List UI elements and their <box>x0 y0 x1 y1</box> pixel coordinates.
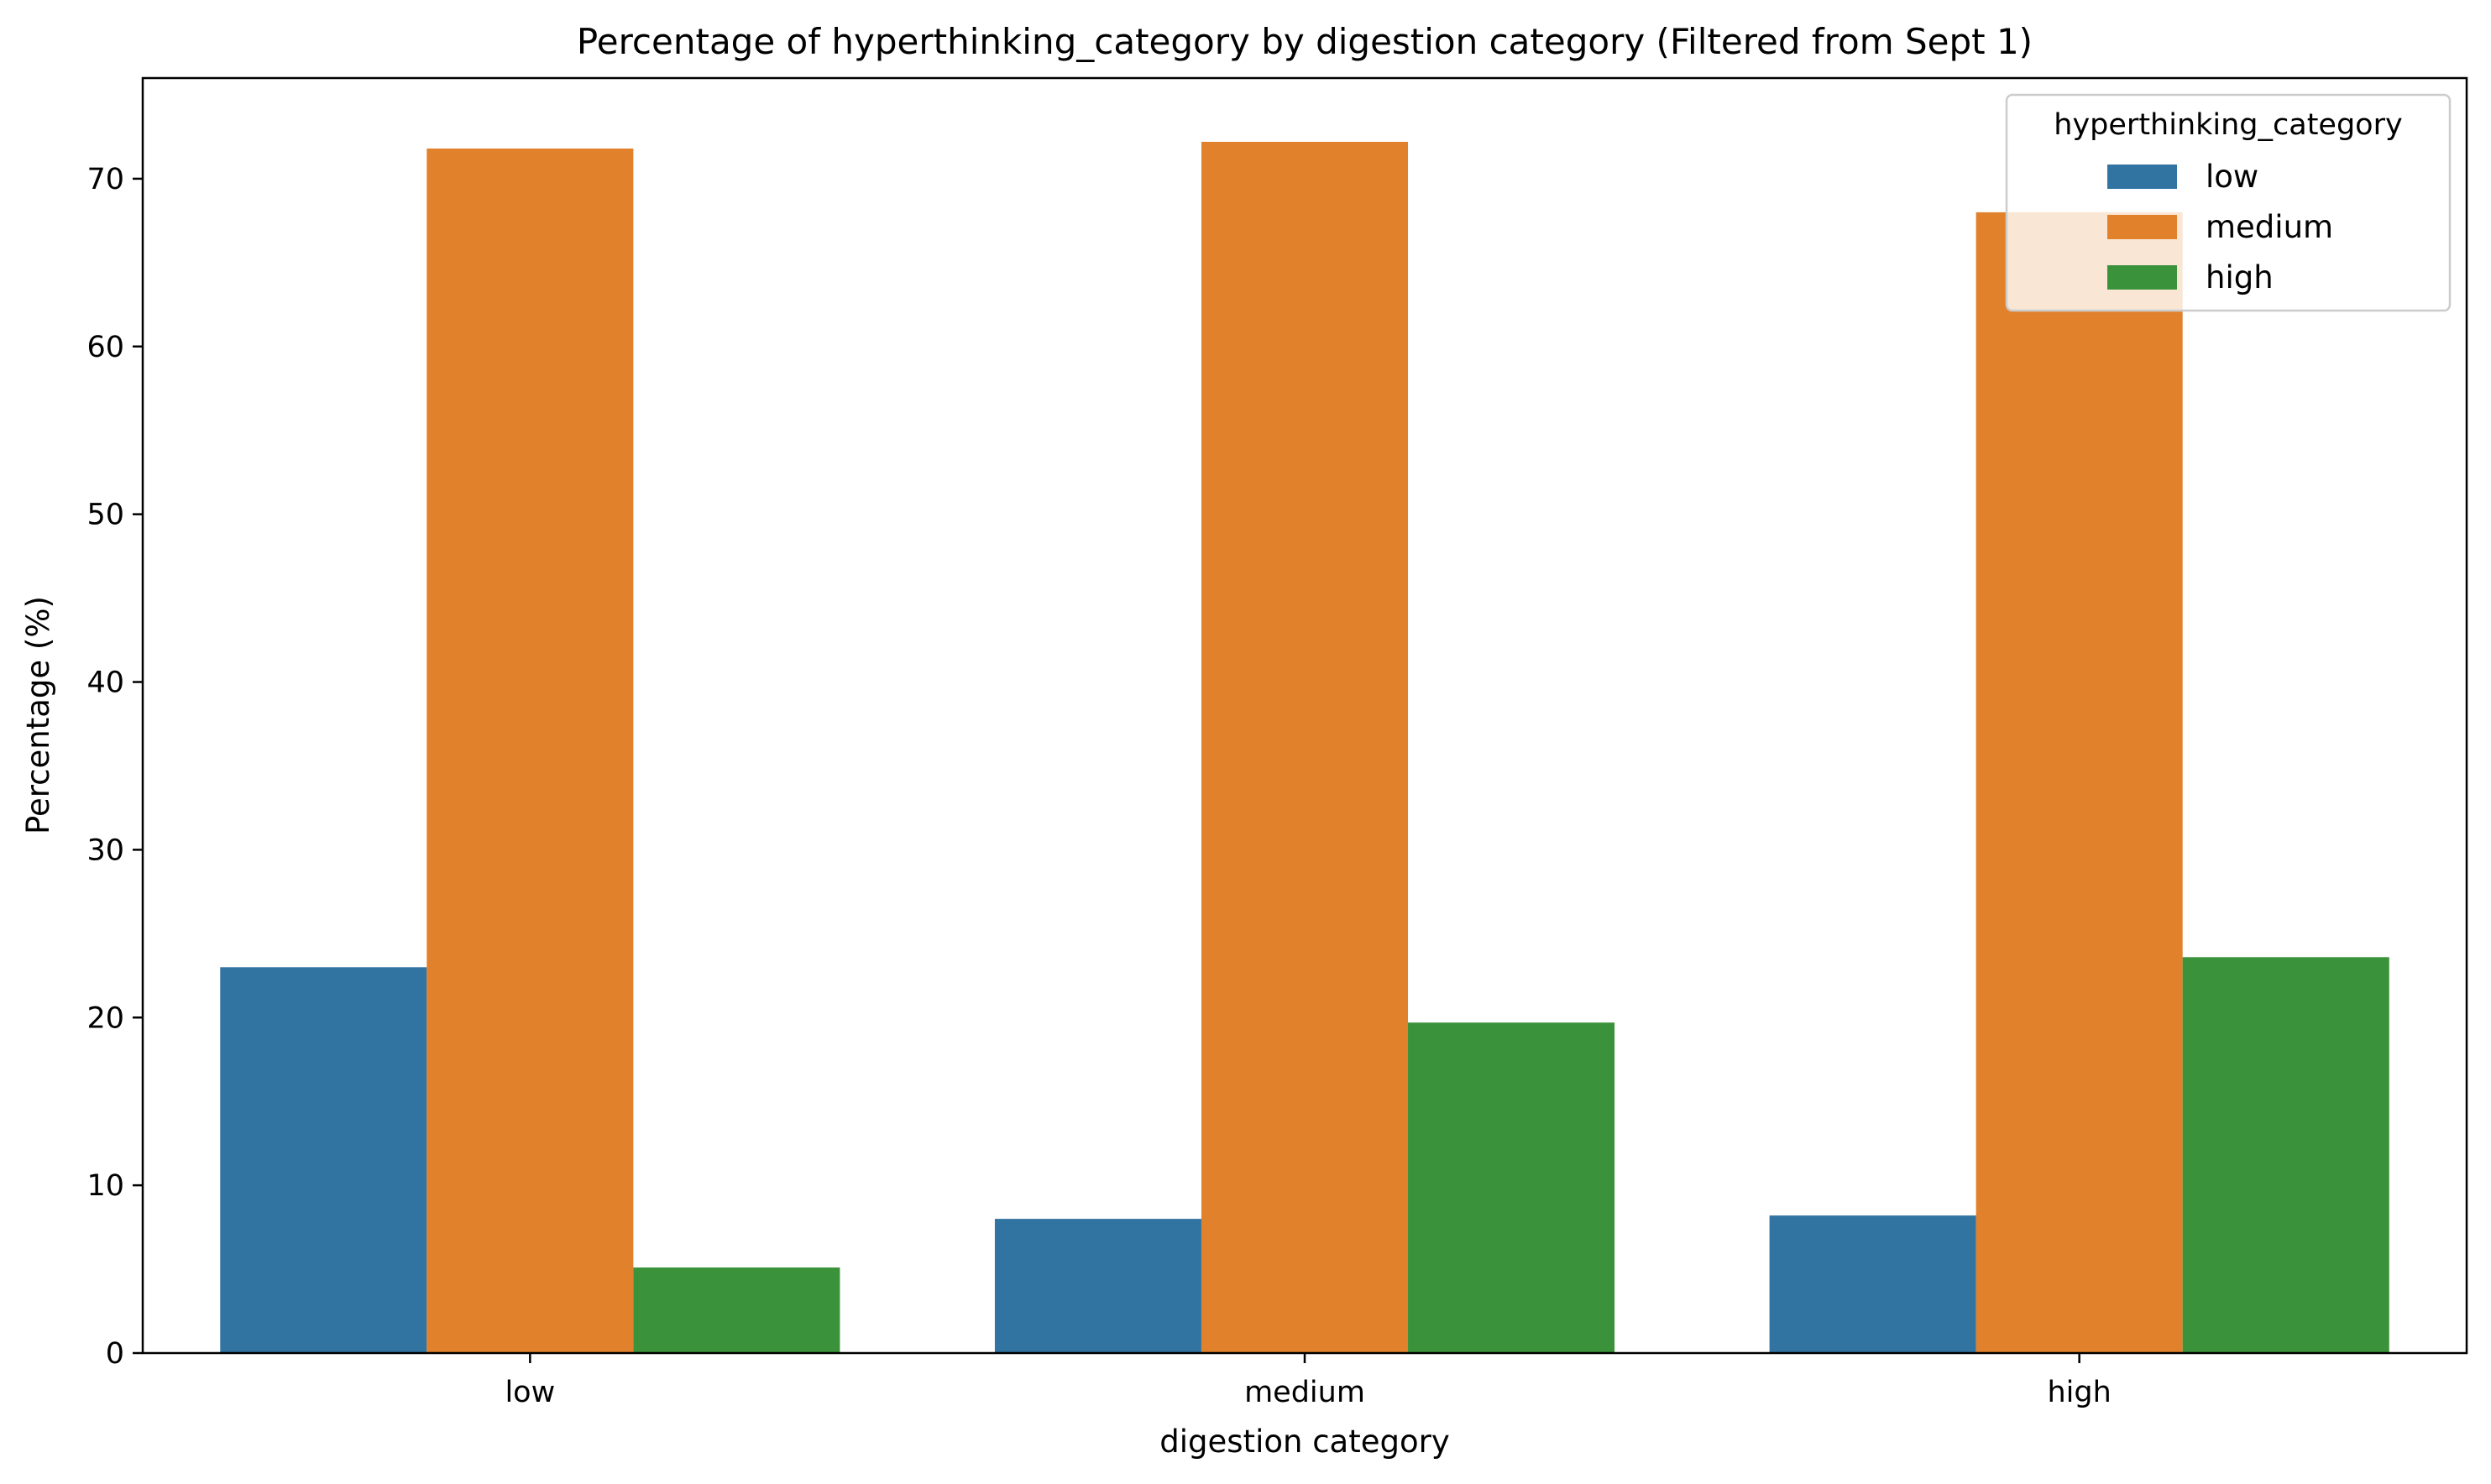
legend-swatch-medium <box>2107 215 2177 239</box>
bar-medium-low <box>427 148 634 1354</box>
bars-group <box>220 141 2389 1354</box>
y-tick-label: 10 <box>86 1169 124 1203</box>
bar-high-low <box>633 1267 840 1353</box>
legend-swatch-low <box>2107 165 2177 189</box>
legend-box <box>2005 93 2452 312</box>
legend-title: hyperthinking_category <box>2054 108 2402 142</box>
y-tick-label: 0 <box>106 1337 124 1371</box>
y-tick-label: 30 <box>86 833 124 867</box>
y-tick-label: 60 <box>86 331 124 364</box>
legend-label-high: high <box>2206 259 2274 295</box>
bar-low-high <box>1769 1215 1976 1353</box>
x-tick-label-medium: medium <box>1244 1376 1365 1409</box>
legend-items: low medium high <box>2107 159 2333 295</box>
bar-medium-medium <box>1201 141 1409 1354</box>
x-tick-label-high: high <box>2048 1376 2112 1409</box>
legend-label-low: low <box>2206 159 2258 195</box>
y-tick-label: 50 <box>86 499 124 532</box>
legend: hyperthinking_category low medium high <box>2005 93 2452 312</box>
x-tick-label-low: low <box>505 1376 555 1409</box>
bar-low-medium <box>994 1219 1201 1353</box>
y-axis-ticks: 0 10 20 30 40 50 60 70 <box>86 163 143 1371</box>
legend-label-medium: medium <box>2206 209 2333 245</box>
y-tick-label: 20 <box>86 1001 124 1035</box>
x-axis-label: digestion category <box>1159 1424 1449 1460</box>
bar-medium-high <box>1976 212 2183 1353</box>
y-axis-label: Percentage (%) <box>20 596 56 834</box>
x-axis-ticks: low medium high <box>505 1353 2112 1409</box>
bar-high-high <box>2182 957 2389 1353</box>
y-tick-label: 70 <box>86 163 124 196</box>
y-tick-label: 40 <box>86 666 124 700</box>
chart-title: Percentage of hyperthinking_category by … <box>577 21 2033 62</box>
bar-high-medium <box>1408 1022 1615 1353</box>
bar-low-low <box>220 967 427 1353</box>
legend-swatch-high <box>2107 265 2177 290</box>
